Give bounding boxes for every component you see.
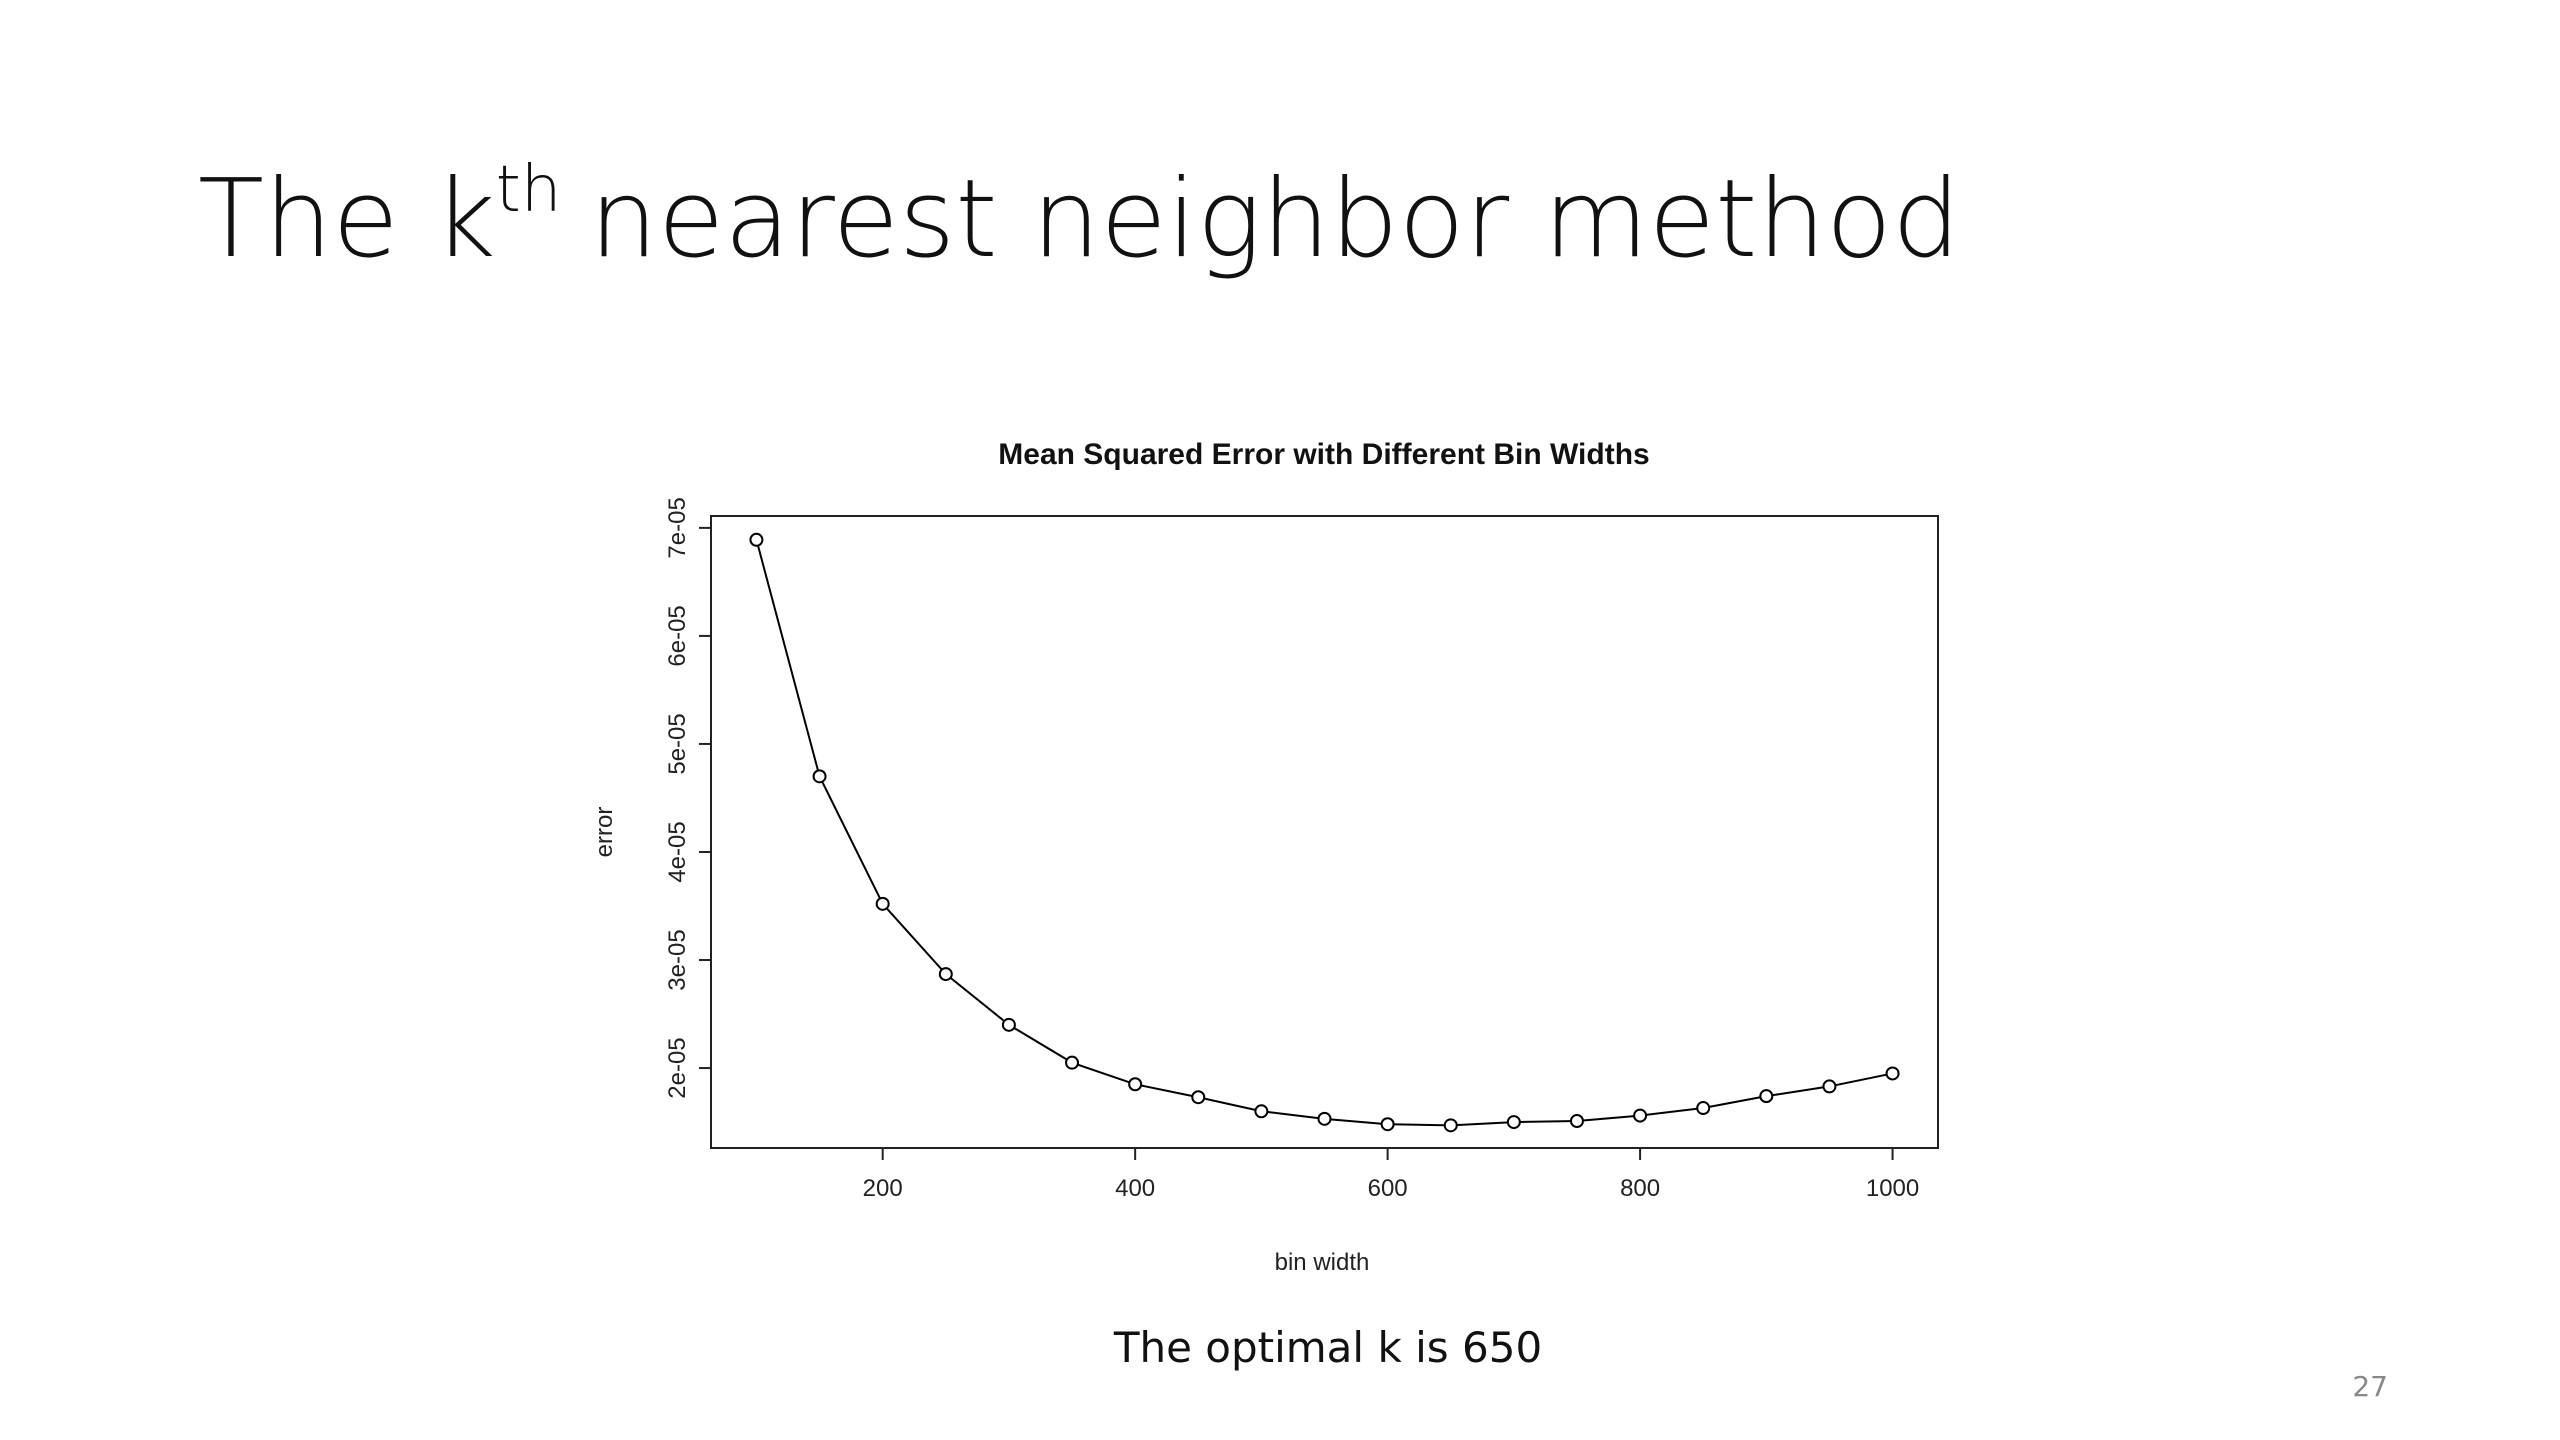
y-tick-label: 4e-05 [664,821,691,882]
y-tick-label: 6e-05 [664,605,691,666]
caption: The optimal k is 650 [1113,1323,1542,1372]
data-point [1506,1115,1521,1130]
data-point [1254,1104,1269,1119]
title-rest: nearest neighbor method [589,157,1960,282]
data-point [1380,1117,1395,1132]
data-point [1191,1090,1206,1105]
data-point [1443,1118,1458,1133]
plot: 200 400 600 800 1000 2e-05 3e-05 4e-05 5e-05 6e-0… [664,497,1919,1202]
data-point [1885,1066,1900,1081]
data-point [749,532,764,547]
data-point [875,896,890,911]
data-point [1317,1111,1332,1126]
y-tick-label: 2e-05 [664,1037,691,1098]
data-point [1822,1079,1837,1094]
y-tick-label: 3e-05 [664,929,691,990]
data-point [1001,1017,1016,1032]
data-point [1759,1089,1774,1104]
plot-frame [710,515,1939,1149]
chart-title: Mean Squared Error with Different Bin Wi… [998,438,1649,471]
data-point [1633,1108,1648,1123]
x-tick-label: 1000 [1866,1175,1919,1202]
x-tick-label: 200 [863,1175,903,1202]
data-point [812,769,827,784]
title-superscript: th [496,153,562,227]
x-tick-label: 600 [1368,1175,1408,1202]
data-point [1065,1055,1080,1070]
y-tick-label: 7e-05 [664,497,691,558]
x-tick-label: 800 [1620,1175,1660,1202]
page-number: 27 [2352,1370,2388,1403]
slide-title: The kth nearest neighbor method [198,153,1961,282]
x-axis-label: bin width [1275,1249,1370,1276]
title-main: The k [198,157,496,282]
y-axis-label: error [591,807,618,858]
data-point [1128,1077,1143,1092]
data-point [938,967,953,982]
x-tick-label: 400 [1115,1175,1155,1202]
y-tick-label: 5e-05 [664,713,691,774]
data-point [1569,1113,1584,1128]
data-point [1696,1101,1711,1116]
